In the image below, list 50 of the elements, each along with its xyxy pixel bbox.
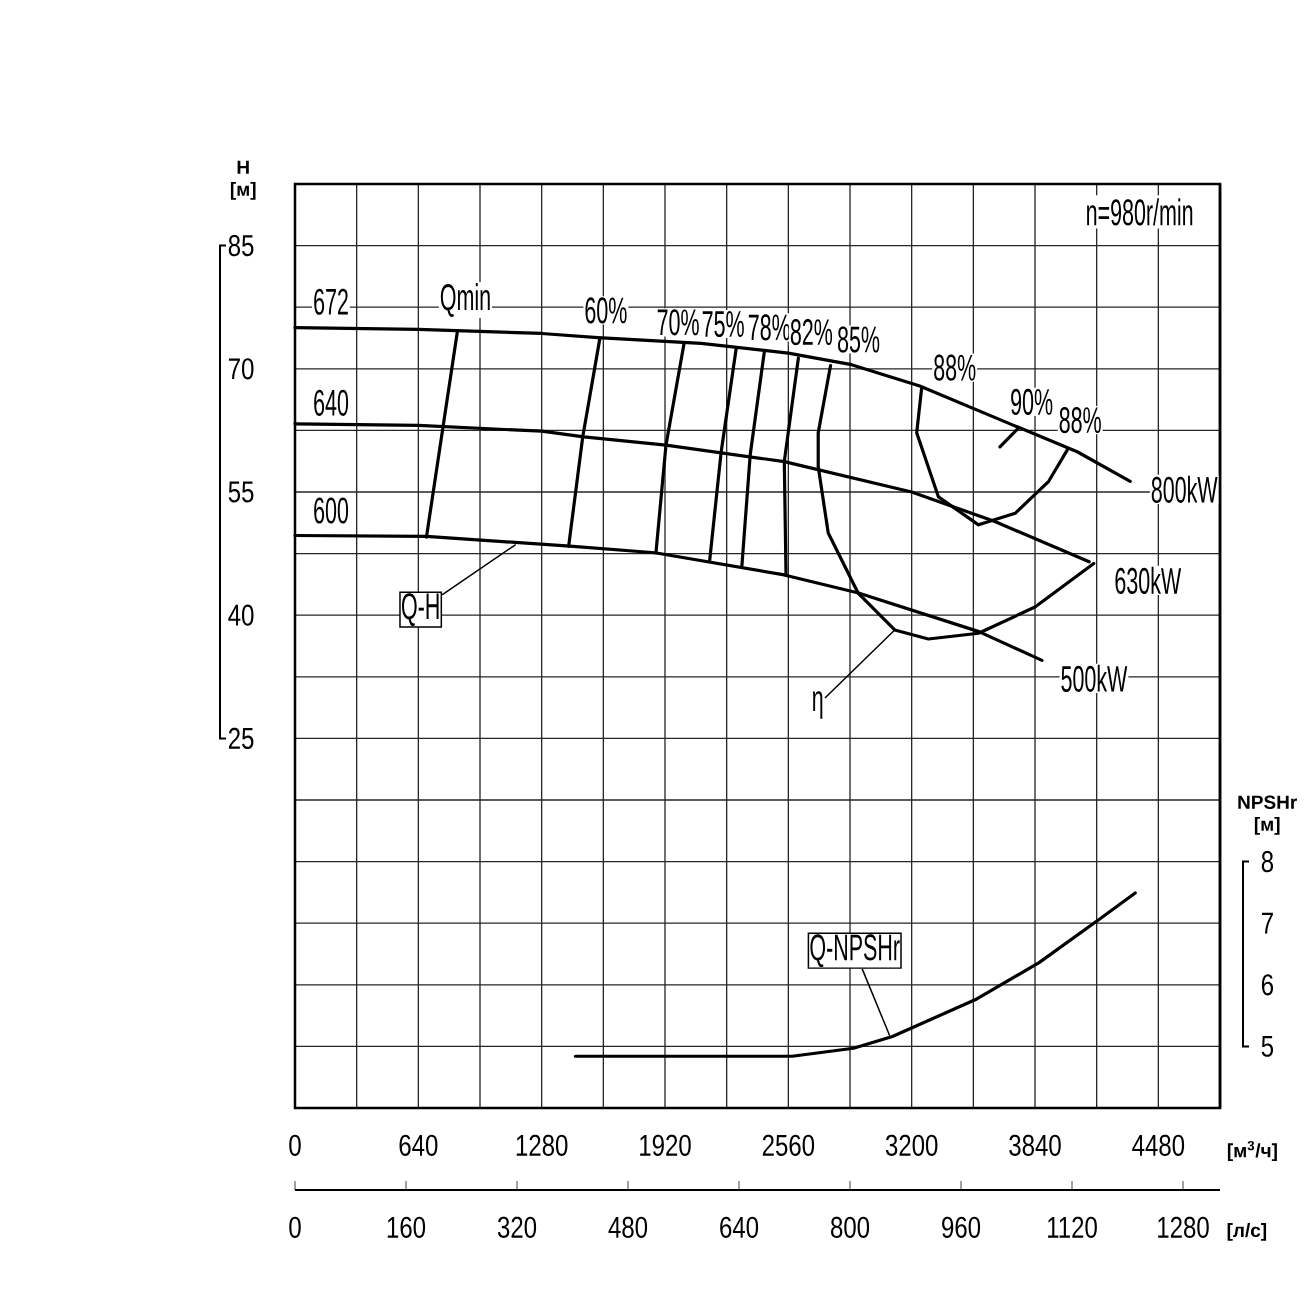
x2-tick-label: 480 [608, 1216, 648, 1238]
y-axis-title: H [м] [230, 160, 256, 200]
annotation: Qmin [440, 283, 490, 317]
y2-tick-label: 6 [1261, 974, 1274, 996]
x2-tick-label: 960 [942, 1216, 981, 1238]
x-axis-title: [м$^{3}$/ч] [1227, 1140, 1277, 1162]
annotation: 672 [314, 288, 348, 315]
y-tick-label: 40 [228, 604, 254, 626]
x2-tick-label: 320 [497, 1216, 537, 1238]
x2-tick-label: 640 [720, 1216, 759, 1238]
y-tick-label: 70 [228, 358, 254, 380]
annotation: 800kW [1151, 475, 1218, 503]
y-tick-label: 25 [228, 727, 254, 750]
x-tick-label: 640 [399, 1134, 438, 1156]
x-tick-label: 4480 [1132, 1134, 1185, 1156]
annotation: 500kW [1061, 664, 1128, 692]
annotation: 70% [657, 309, 699, 336]
annotation: 60% [585, 297, 627, 324]
annotation: 82% [790, 319, 833, 346]
x2-axis-title: [л/с] [1227, 1223, 1267, 1241]
annotation: 75% [702, 311, 744, 338]
annotation: 85% [838, 326, 880, 353]
x2-tick-label: 1280 [1158, 1216, 1209, 1238]
y2-tick-label: 5 [1261, 1035, 1274, 1057]
x-tick-label: 2560 [762, 1134, 815, 1156]
y2-tick-label: 8 [1261, 850, 1274, 873]
annotation: η [812, 691, 823, 719]
y2-axis-title: NPSHr [м] [1238, 795, 1297, 835]
annotation: 630kW [1115, 566, 1182, 595]
x2-tick-label: 800 [831, 1216, 870, 1238]
annotation: Q-H [402, 593, 439, 626]
x-tick-label: 0 [289, 1134, 301, 1156]
y2-tick-label: 7 [1261, 912, 1273, 934]
annotation: 88% [1059, 407, 1101, 434]
y-tick-label: 85 [228, 234, 254, 257]
x-tick-label: 3840 [1009, 1134, 1061, 1156]
annotation: 88% [934, 354, 976, 381]
x-tick-label: 3200 [885, 1134, 938, 1156]
annotation: Q-NPSHr [810, 934, 900, 968]
x-tick-label: 1280 [516, 1134, 568, 1156]
annotation: 640 [314, 389, 349, 416]
x-tick-label: 1920 [640, 1134, 691, 1156]
annotation: 90% [1011, 388, 1053, 416]
annotation: 78% [748, 314, 790, 341]
annotation: 600 [314, 497, 349, 524]
x2-tick-label: 160 [387, 1216, 426, 1238]
y-tick-label: 55 [228, 481, 254, 503]
x2-tick-label: 0 [289, 1216, 301, 1238]
x2-tick-label: 1120 [1048, 1216, 1097, 1238]
annotation: n=980r/min [1087, 198, 1193, 226]
